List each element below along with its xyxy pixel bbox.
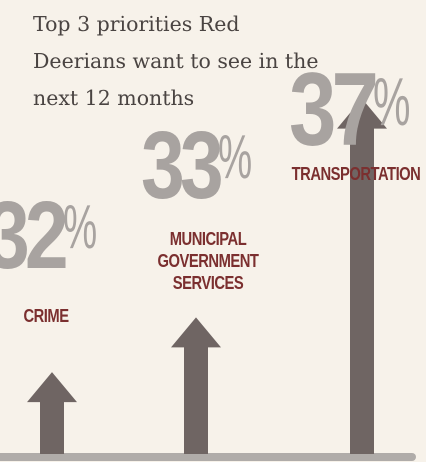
category-label-crime: CRIME — [23, 306, 69, 326]
arrow-municipal — [171, 317, 221, 454]
arrow-crime — [27, 372, 77, 454]
category-label-municipal: MUNICIPAL GOVERNMENT SERVICES — [157, 229, 259, 293]
value-number: 33 — [141, 112, 224, 219]
value-number: 32 — [0, 182, 69, 289]
percent-sign: % — [217, 123, 252, 192]
arrow-transportation — [337, 98, 387, 455]
chart-title: Top 3 priorities Red Deerians want to se… — [33, 12, 319, 110]
value-label-municipal: 33 % — [141, 118, 273, 214]
value-label-crime: 32 % — [0, 188, 118, 284]
value-label-transportation: 37 % — [289, 52, 426, 168]
percent-sign: % — [372, 64, 411, 140]
category-label-transportation: TRANSPORTATION — [291, 164, 421, 184]
percent-sign: % — [62, 193, 97, 262]
value-number: 37 — [289, 52, 379, 168]
